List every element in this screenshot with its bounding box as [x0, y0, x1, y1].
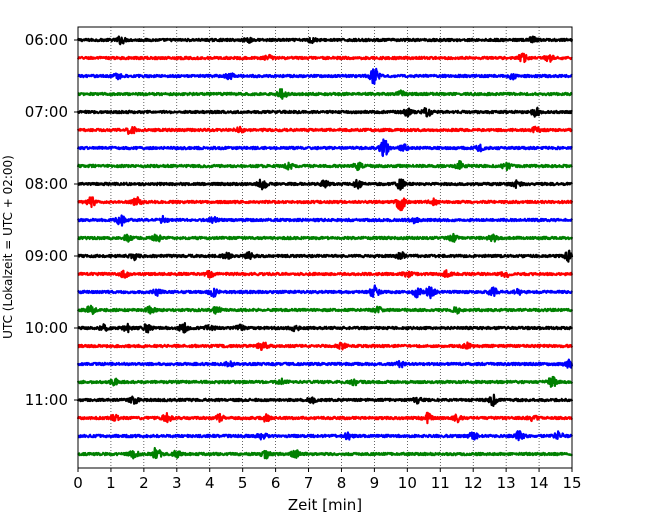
y-tick-label: 07:00 [25, 103, 68, 121]
trace-line [76, 393, 574, 407]
trace-line [77, 341, 574, 352]
x-tick-label: 6 [271, 474, 281, 492]
trace-lines [76, 35, 574, 460]
x-tick-label: 10 [398, 474, 417, 492]
x-tick-label: 1 [106, 474, 116, 492]
y-axis-label: UTC (Lokalzeit = UTC + 02:00) [1, 155, 15, 339]
x-tick-label: 4 [205, 474, 215, 492]
y-tick-label: 09:00 [25, 247, 68, 265]
trace-line [77, 35, 574, 46]
x-tick-label: 14 [530, 474, 549, 492]
trace-line [76, 411, 574, 425]
plot-frame [77, 26, 573, 469]
trace-line [76, 304, 574, 316]
y-tick-label: 08:00 [25, 175, 68, 193]
trace-line [77, 284, 574, 300]
trace-line [76, 159, 573, 172]
x-tick-label: 8 [337, 474, 347, 492]
trace-line [77, 269, 574, 279]
trace-line [76, 358, 574, 369]
x-tick-label: 9 [370, 474, 380, 492]
trace-line [76, 106, 573, 118]
x-tick-label: 11 [431, 474, 450, 492]
trace-line [77, 196, 574, 212]
trace-line [77, 322, 574, 334]
x-tick-label: 3 [172, 474, 182, 492]
trace-line [77, 446, 574, 460]
x-tick-label: 15 [562, 474, 581, 492]
trace-line [76, 125, 573, 135]
y-axis-ticks: 06:00 07:00 08:00 09:00 10:00 11:00 [25, 31, 78, 409]
x-tick-label: 5 [238, 474, 248, 492]
trace-line [76, 375, 574, 388]
trace-line [76, 138, 573, 158]
x-axis-ticks: 0 1 2 3 4 5 6 7 8 9 10 11 12 13 14 15 [73, 468, 582, 492]
x-tick-label: 2 [139, 474, 149, 492]
trace-line [77, 178, 573, 191]
trace-line [76, 214, 573, 227]
x-tick-label: 0 [73, 474, 83, 492]
y-tick-label: 06:00 [25, 31, 68, 49]
y-tick-label: 11:00 [25, 391, 68, 409]
x-tick-label: 12 [464, 474, 483, 492]
trace-line [77, 430, 574, 442]
trace-line [77, 249, 574, 263]
x-tick-label: 7 [304, 474, 314, 492]
x-axis-label: Zeit [min] [288, 496, 362, 514]
trace-line [77, 232, 574, 243]
trace-line [77, 88, 573, 100]
x-tick-label: 13 [497, 474, 516, 492]
trace-line [76, 52, 573, 64]
y-tick-label: 10:00 [25, 319, 68, 337]
trace-line [77, 67, 573, 85]
